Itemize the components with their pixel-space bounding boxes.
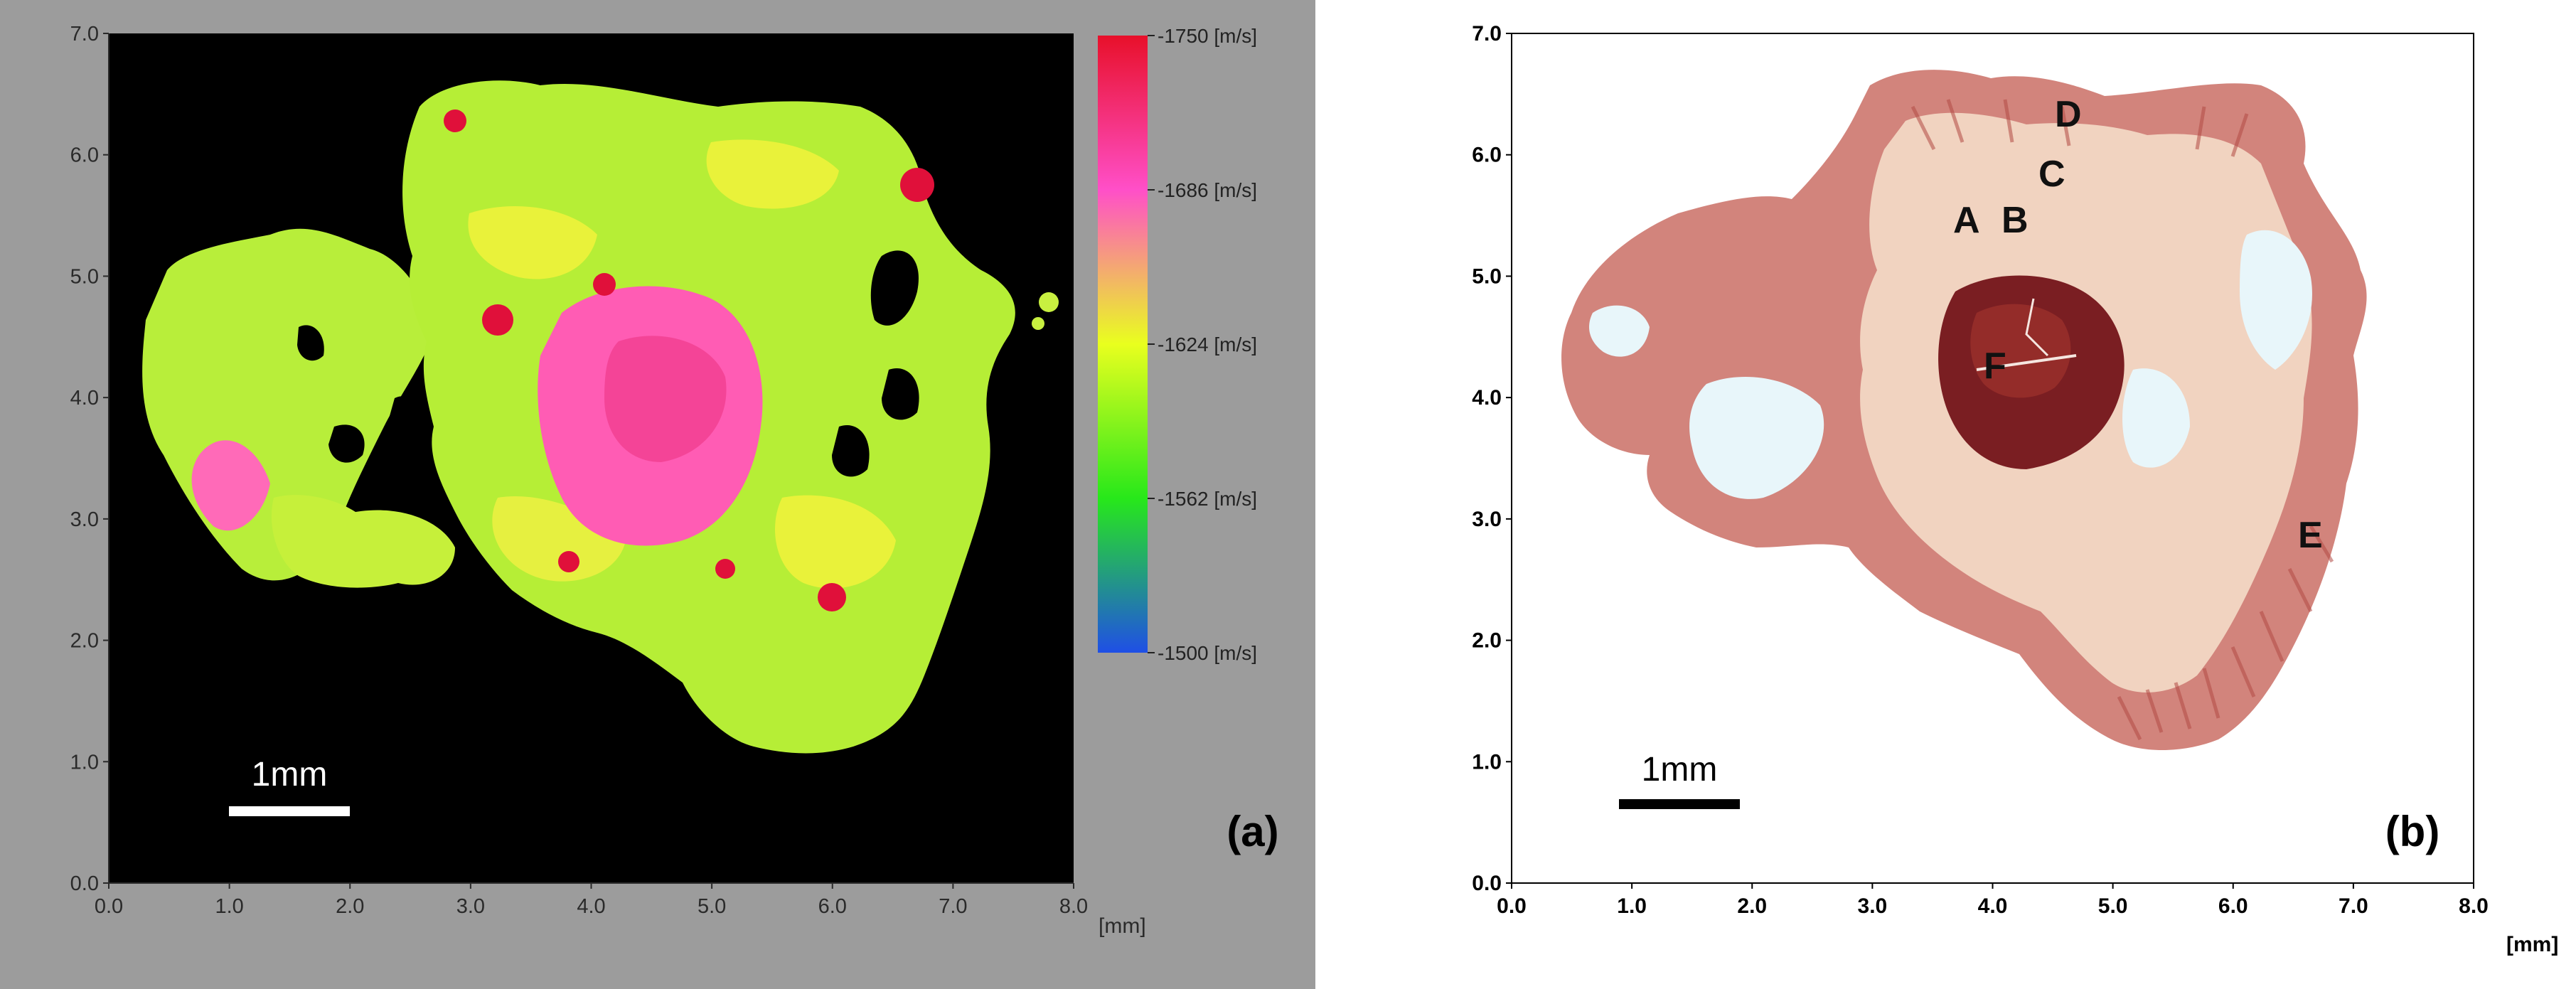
- panel_b-x-tick-label: 0.0: [1497, 894, 1527, 918]
- panel_b-y-tick-label: 0.0: [1472, 872, 1502, 895]
- panel_a-x-tick-label: 0.0: [95, 895, 123, 918]
- region-label-e: E: [2298, 515, 2323, 556]
- panel_b-x-tick-label: 2.0: [1737, 894, 1767, 918]
- panel_b-y-tick-label: 3.0: [1472, 508, 1502, 531]
- panel_a-x-tick-label: 6.0: [818, 895, 847, 918]
- panel-b-figure: 0.0 1.0 2.0 3.0 4.0 5.0 6.0 7.0 8.0 0.0 1.0 2.0 3.0 4…: [1472, 22, 2558, 956]
- panel_b-x-tick-label: 7.0: [2339, 894, 2368, 918]
- panel-b-histology-image: 0.0 1.0 2.0 3.0 4.0 5.0 6.0 7.0 8.0 0.0 1.0 2.0 3.0 4…: [1365, 0, 2576, 989]
- colorbar: [1098, 36, 1148, 653]
- colorbar-tick-label: -1686 [m/s]: [1158, 179, 1257, 201]
- panel_a-x-tick-label: 2.0: [336, 895, 364, 918]
- panel-b-scale-bar: [1619, 799, 1740, 809]
- panel_a-y-tick-label: 4.0: [70, 387, 99, 410]
- panel-a-axes: 0.0 1.0 2.0 3.0 4.0 5.0 6.0 7.0 8.0 0.0 1.0 2.0 3.0 4…: [70, 23, 1088, 918]
- region-label-b: B: [2002, 200, 2029, 241]
- panel_b-y-tick-label: 6.0: [1472, 144, 1502, 167]
- panel-a-figure: 0.0 1.0 2.0 3.0 4.0 5.0 6.0 7.0 8.0 0.0 1.0 2.0 3.0 4…: [70, 23, 1279, 938]
- panel_a-y-tick-label: 1.0: [70, 751, 99, 774]
- panel_a-y-tick-label: 0.0: [70, 872, 99, 895]
- panel_b-y-tick-label: 2.0: [1472, 629, 1502, 653]
- panel_a-x-tick-label: 8.0: [1059, 895, 1088, 918]
- panel_b-y-tick-label: 4.0: [1472, 386, 1502, 410]
- panel_b-x-tick-label: 5.0: [2098, 894, 2128, 918]
- panel_a-x-tick-label: 7.0: [939, 895, 967, 918]
- panel_b-x-tick-label: 3.0: [1858, 894, 1888, 918]
- panel_a-y-tick-label: 5.0: [70, 265, 99, 288]
- panel_a-x-tick-label: 1.0: [215, 895, 243, 918]
- panel-a-label: (a): [1226, 808, 1278, 855]
- panel-b-x-unit: [mm]: [2506, 933, 2558, 956]
- panel-b-axes: 0.0 1.0 2.0 3.0 4.0 5.0 6.0 7.0 8.0 0.0 1.0 2.0 3.0 4…: [1472, 22, 2489, 918]
- colorbar-tick-label: -1562 [m/s]: [1158, 488, 1257, 510]
- panel_b-y-tick-label: 5.0: [1472, 264, 1502, 288]
- region-label-d: D: [2055, 94, 2082, 135]
- panel_a-y-tick-label: 2.0: [70, 630, 99, 653]
- panel-a-speed-of-sound-map: 0.0 1.0 2.0 3.0 4.0 5.0 6.0 7.0 8.0 0.0 1.0 2.0 3.0 4…: [0, 0, 1315, 989]
- panel-b-tissue-image: [1561, 70, 2367, 750]
- panel_b-y-tick-label: 7.0: [1472, 22, 1502, 46]
- panel-b-scale-bar-label: 1mm: [1642, 751, 1718, 788]
- region-label-c: C: [2038, 154, 2065, 195]
- panel_a-x-tick-label: 4.0: [577, 895, 605, 918]
- panel_a-x-tick-label: 3.0: [456, 895, 485, 918]
- colorbar-labels: -1750 [m/s] -1686 [m/s] -1624 [m/s] -1562 […: [1148, 25, 1257, 664]
- panel_a-y-tick-label: 7.0: [70, 23, 99, 46]
- panel-a-x-unit: [mm]: [1099, 914, 1146, 938]
- panel_b-x-tick-label: 1.0: [1617, 894, 1647, 918]
- panel_b-x-tick-label: 6.0: [2218, 894, 2248, 918]
- panel_b-y-tick-label: 1.0: [1472, 750, 1502, 774]
- colorbar-tick-label: -1750 [m/s]: [1158, 25, 1257, 47]
- panel_a-x-tick-label: 5.0: [698, 895, 726, 918]
- colorbar-tick-label: -1624 [m/s]: [1158, 333, 1257, 355]
- colorbar-tick-label: -1500 [m/s]: [1158, 642, 1257, 664]
- tissue-lower-lobe: [271, 495, 455, 588]
- panel_b-x-tick-label: 8.0: [2459, 894, 2489, 918]
- region-label-a: A: [1953, 200, 1980, 241]
- panel_a-y-tick-label: 3.0: [70, 508, 99, 531]
- panel-a-scale-bar: [229, 806, 350, 816]
- panel_b-x-tick-label: 4.0: [1978, 894, 2008, 918]
- region-label-f: F: [1984, 346, 2006, 387]
- panel-b-label: (b): [2385, 808, 2440, 855]
- panel_a-y-tick-label: 6.0: [70, 144, 99, 167]
- panel-a-tissue-map: [142, 80, 1059, 754]
- panel-a-scale-bar-label: 1mm: [252, 756, 328, 793]
